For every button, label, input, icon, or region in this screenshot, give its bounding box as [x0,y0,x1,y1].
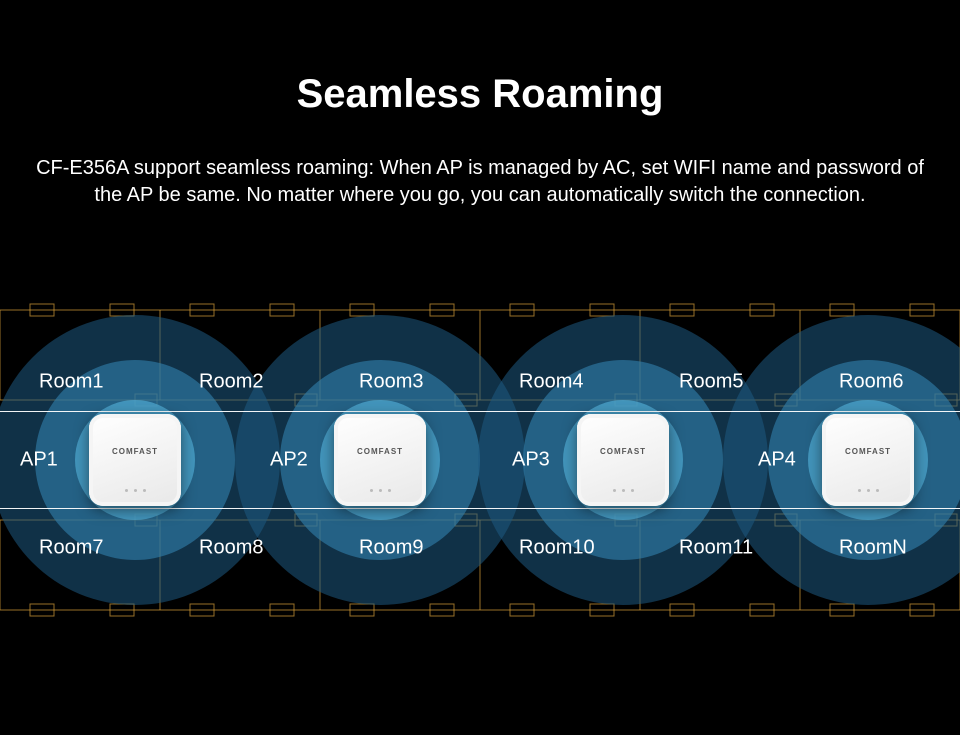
device-brand: COMFAST [600,447,646,456]
room-label: RoomN [839,537,907,560]
device-brand: COMFAST [845,447,891,456]
device-leds [370,489,391,492]
ap-label: AP3 [512,449,550,472]
roaming-diagram: COMFAST AP1 COMFAST AP2 COMFAST AP3 COMFAST AP4… [0,300,960,620]
ap-device: COMFAST [822,414,914,506]
page-title: Seamless Roaming [0,0,960,117]
device-leds [125,489,146,492]
room-label: Room10 [519,537,595,560]
description-text: CF-E356A support seamless roaming: When … [0,117,960,209]
room-label: Room9 [359,537,423,560]
room-label: Room1 [39,371,103,394]
ap-label: AP4 [758,449,796,472]
room-label: Room6 [839,371,903,394]
ap-device: COMFAST [89,414,181,506]
device-leds [613,489,634,492]
ap-device: COMFAST [334,414,426,506]
room-label: Room5 [679,371,743,394]
room-label: Room8 [199,537,263,560]
room-label: Room3 [359,371,423,394]
device-leds [858,489,879,492]
room-label: Room7 [39,537,103,560]
ap-label: AP1 [20,449,58,472]
device-brand: COMFAST [112,447,158,456]
room-label: Room4 [519,371,583,394]
device-brand: COMFAST [357,447,403,456]
ap-device: COMFAST [577,414,669,506]
ap-label: AP2 [270,449,308,472]
room-label: Room11 [679,537,753,560]
room-label: Room2 [199,371,263,394]
